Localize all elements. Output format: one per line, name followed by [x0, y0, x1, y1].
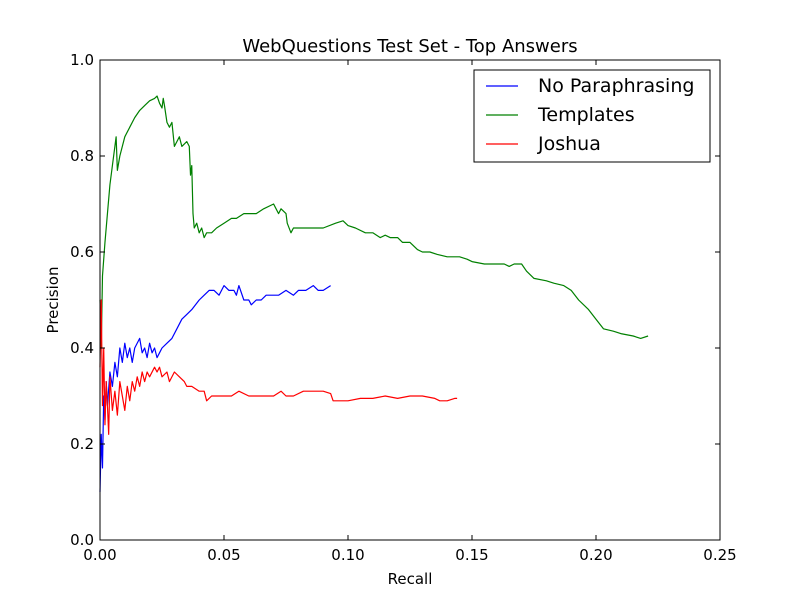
y-tick-label: 0.4 [70, 339, 94, 357]
series-layer [99, 95, 649, 493]
legend-label-joshua: Joshua [537, 133, 601, 155]
series-line-joshua [99, 299, 458, 435]
ticks-layer: 0.00 0.05 0.10 0.15 0.20 0.25 0.0 0.2 0.4 0.6 0.8 1… [70, 51, 737, 564]
chart-title: WebQuestions Test Set - Top Answers [242, 36, 577, 57]
legend: No Paraphrasing Templates Joshua [473, 69, 711, 163]
y-tick-label: 0.8 [70, 147, 94, 165]
y-axis-label: Precision [44, 267, 62, 334]
series-line-templates [99, 95, 649, 349]
legend-label-no-paraphrasing: No Paraphrasing [538, 75, 694, 97]
legend-label-templates: Templates [537, 104, 635, 126]
x-tick-label: 0.10 [331, 546, 364, 564]
plot-frame [99, 59, 721, 541]
x-tick-label: 0.00 [83, 546, 116, 564]
y-tick-label: 0.0 [70, 531, 94, 549]
y-tick-label: 0.2 [70, 435, 94, 453]
y-tick-label: 0.6 [70, 243, 94, 261]
x-axis-label: Recall [388, 570, 433, 588]
x-tick-label: 0.20 [579, 546, 612, 564]
x-tick-label: 0.25 [703, 546, 736, 564]
legend-box [473, 69, 711, 163]
series-line-no-paraphrasing [99, 285, 331, 493]
x-tick-label: 0.05 [207, 546, 240, 564]
y-tick-label: 1.0 [70, 51, 94, 69]
x-tick-label: 0.15 [455, 546, 488, 564]
